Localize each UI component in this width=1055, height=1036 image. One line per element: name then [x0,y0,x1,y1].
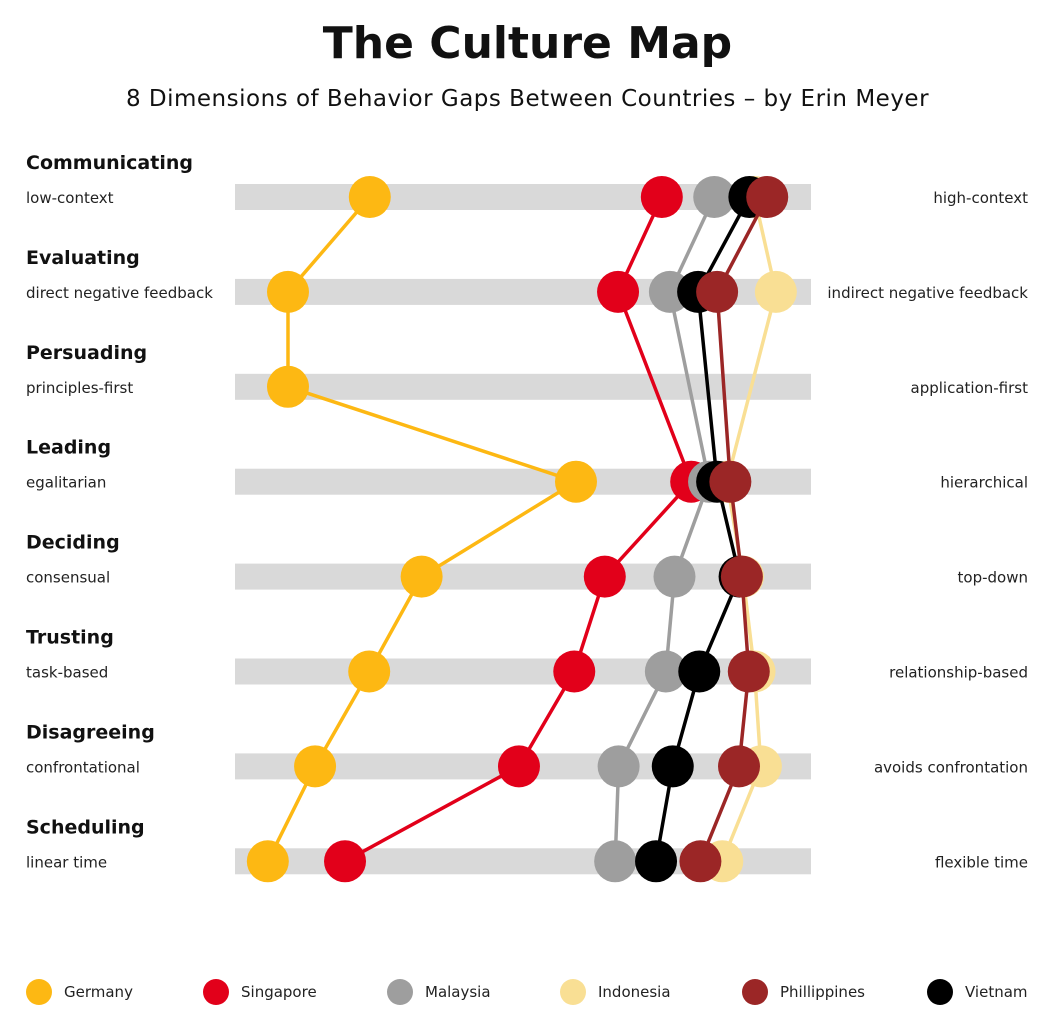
legend-item-germany: Germany [26,972,133,1012]
legend-item-vietnam: Vietnam [927,972,1028,1012]
legend-label: Phillippines [780,983,865,1001]
left-pole-label: egalitarian [26,474,106,492]
data-point-malaysia [653,555,696,598]
right-pole-label: flexible time [935,853,1028,871]
left-pole-label: principles-first [26,379,133,397]
data-point-vietnam [678,650,721,693]
data-point-phillippines [746,176,789,218]
data-point-singapore [597,270,640,313]
left-pole-label: task-based [26,664,108,682]
data-point-germany [348,650,391,693]
legend-dot-icon [742,979,768,1005]
right-pole-label: application-first [911,379,1029,397]
series-line-singapore [343,764,521,864]
legend-label: Malaysia [425,983,491,1001]
series-line-singapore [603,479,693,579]
legend-label: Singapore [241,983,317,1001]
data-point-germany [554,460,597,503]
chart-subtitle: 8 Dimensions of Behavior Gaps Between Co… [125,86,930,112]
series-phillippines [679,176,789,883]
data-point-germany [400,555,443,598]
data-point-vietnam [635,840,678,883]
data-point-singapore [583,555,626,598]
data-point-malaysia [597,745,640,788]
legend-label: Indonesia [598,983,671,1001]
dimension-name: Scheduling [26,816,145,838]
right-pole-label: avoids confrontation [874,758,1028,776]
left-pole-label: consensual [26,569,110,587]
left-pole-label: low-context [26,189,114,207]
dimension-name: Disagreeing [26,721,155,743]
series-line-phillippines [715,290,733,484]
dimension-bar [235,373,811,400]
dimension-name: Evaluating [26,247,140,269]
data-point-malaysia [693,176,736,218]
legend: Germany Singapore Malaysia Indonesia Phi… [0,972,1055,1012]
dimension-name: Trusting [26,627,114,649]
series-line-singapore [616,290,693,484]
dimension-labels: Communicating low-context high-context Eval… [26,152,1028,871]
right-pole-label: relationship-based [889,664,1028,682]
right-pole-label: hierarchical [940,474,1028,492]
data-point-phillippines [709,460,752,503]
data-point-phillippines [727,650,770,693]
series-line-germany [419,479,578,579]
data-point-malaysia [594,840,637,883]
data-point-phillippines [696,270,739,313]
series-line-germany [286,385,578,484]
dimension-name: Communicating [26,152,193,174]
dimension-bar [235,658,811,685]
right-pole-label: top-down [958,569,1028,587]
legend-dot-icon [387,979,413,1005]
dimension-name: Leading [26,437,111,459]
data-point-germany [246,840,289,883]
right-pole-label: indirect negative feedback [827,284,1028,302]
data-point-malaysia [644,650,687,693]
data-point-phillippines [679,840,722,883]
left-pole-label: direct negative feedback [26,284,213,302]
data-point-singapore [640,176,683,218]
dimension-bar [235,563,811,590]
data-point-indonesia [754,270,797,313]
dimension-name: Persuading [26,342,147,364]
dimension-name: Deciding [26,532,120,554]
right-pole-label: high-context [933,189,1028,207]
legend-label: Vietnam [965,983,1028,1001]
data-point-germany [266,365,309,408]
data-point-singapore [553,650,596,693]
series-germany [246,176,597,883]
data-point-singapore [324,840,367,883]
chart-title: The Culture Map [322,18,733,69]
legend-item-singapore: Singapore [203,972,317,1012]
left-pole-label: confrontational [26,758,140,776]
legend-item-indonesia: Indonesia [560,972,671,1012]
series-line-malaysia [668,290,711,484]
data-point-germany [266,270,309,313]
legend-dot-icon [927,979,953,1005]
data-point-germany [294,745,337,788]
data-point-germany [348,176,391,218]
data-point-vietnam [651,745,694,788]
legend-item-malaysia: Malaysia [387,972,491,1012]
legend-dot-icon [26,979,52,1005]
data-point-phillippines [718,745,760,788]
legend-label: Germany [64,983,133,1001]
data-point-singapore [497,745,540,788]
data-point-phillippines [720,555,763,598]
left-pole-label: linear time [26,853,107,871]
series-line-vietnam [696,290,719,484]
culture-map-chart: Communicating low-context high-context Eval… [26,152,1028,883]
legend-dot-icon [560,979,586,1005]
legend-dot-icon [203,979,229,1005]
legend-item-phillippines: Phillippines [742,972,865,1012]
series-malaysia [594,176,736,883]
series-line-indonesia [725,290,778,484]
